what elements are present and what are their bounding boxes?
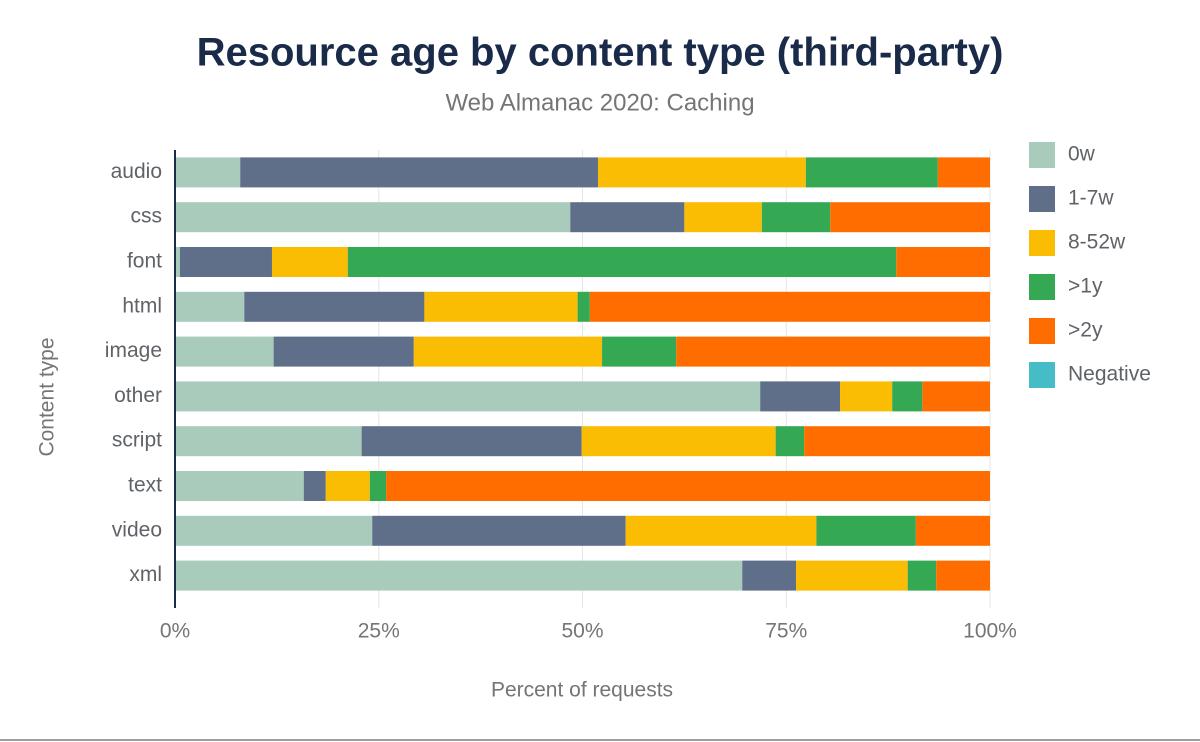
x-tick-label: 75% — [765, 620, 807, 643]
bar-segment — [830, 202, 990, 233]
bar-segment — [303, 471, 326, 501]
bar-segment — [175, 202, 571, 233]
bar-segment — [413, 336, 603, 367]
bar-segment — [175, 560, 743, 591]
bar-segment — [175, 247, 180, 277]
y-tick-label: xml — [129, 563, 162, 586]
legend-swatch — [1029, 274, 1055, 300]
y-tick-label: text — [128, 474, 162, 497]
x-tick-label: 50% — [561, 620, 603, 643]
y-tick-label: css — [131, 205, 163, 228]
bar-segment — [273, 336, 414, 367]
bar-segment — [577, 291, 590, 322]
y-tick-label: audio — [111, 160, 162, 183]
bar-segment — [936, 560, 990, 591]
bar-segment — [896, 247, 990, 277]
bar-segment — [676, 336, 990, 367]
bar-segment — [175, 381, 761, 412]
bar-segment — [597, 157, 806, 188]
bar-segment — [386, 471, 991, 501]
bar-segment — [240, 157, 598, 188]
bar-segment — [922, 381, 990, 412]
bar-segment — [775, 426, 805, 457]
legend-swatch — [1029, 230, 1055, 256]
bar-segment — [372, 515, 626, 546]
bar-segment — [805, 157, 938, 188]
chart-subtitle: Web Almanac 2020: Caching — [445, 89, 754, 116]
bar-segment — [175, 336, 274, 367]
bar-segment — [424, 291, 578, 322]
y-tick-label: script — [112, 429, 162, 452]
bar-segment — [625, 515, 817, 546]
bar-segment — [175, 291, 245, 322]
bar-segment — [175, 157, 241, 188]
y-tick-label: html — [122, 294, 162, 317]
bar-segment — [179, 247, 272, 277]
bar-segment — [347, 247, 897, 277]
legend-swatch — [1029, 142, 1055, 168]
legend-label: 1-7w — [1068, 187, 1114, 210]
y-tick-label: other — [114, 384, 162, 407]
bar-segment — [684, 202, 762, 233]
bar-segment — [892, 381, 923, 412]
bar-segment — [761, 202, 831, 233]
bar-segment — [361, 426, 582, 457]
bar-segment — [907, 560, 937, 591]
legend-label: >2y — [1068, 319, 1103, 342]
bar-segment — [804, 426, 990, 457]
bar-segment — [840, 381, 893, 412]
bar-segment — [369, 471, 387, 501]
y-tick-label: font — [127, 250, 162, 273]
y-tick-label: video — [112, 518, 162, 541]
y-tick-label: image — [105, 339, 162, 362]
x-tick-label: 0% — [160, 620, 190, 643]
y-axis-title: Content type — [36, 337, 59, 456]
legend-label: 8-52w — [1068, 231, 1126, 254]
bar-segment — [271, 247, 348, 277]
bar-segment — [760, 381, 841, 412]
bar-segment — [816, 515, 916, 546]
bar-segment — [244, 291, 425, 322]
legend-label: >1y — [1068, 275, 1103, 298]
x-tick-label: 100% — [963, 620, 1017, 643]
bar-segment — [175, 515, 373, 546]
legend-label: 0w — [1068, 143, 1096, 166]
bar-segment — [742, 560, 797, 591]
bar-segment — [570, 202, 685, 233]
x-axis-title: Percent of requests — [491, 679, 673, 702]
chart-title: Resource age by content type (third-part… — [197, 31, 1004, 75]
bar-segment — [581, 426, 776, 457]
legend-swatch — [1029, 362, 1055, 388]
bar-segment — [589, 291, 990, 322]
bar-segment — [175, 426, 362, 457]
legend-swatch — [1029, 318, 1055, 344]
bar-segment — [175, 471, 304, 501]
legend-swatch — [1029, 186, 1055, 212]
bar-segment — [602, 336, 677, 367]
bar-segment — [915, 515, 990, 546]
x-tick-label: 25% — [358, 620, 400, 643]
bar-segment — [796, 560, 908, 591]
bar-segment — [325, 471, 370, 501]
legend-label: Negative — [1068, 363, 1151, 386]
bar-segment — [937, 157, 990, 188]
